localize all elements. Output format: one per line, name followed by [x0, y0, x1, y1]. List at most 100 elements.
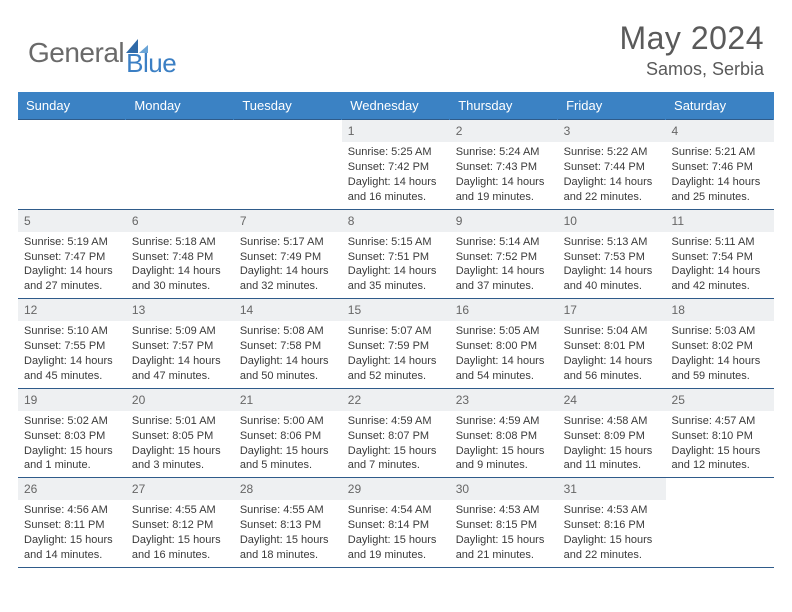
daylight-text: Daylight: 14 hours and 19 minutes. [456, 175, 552, 205]
daylight-text: Daylight: 15 hours and 11 minutes. [564, 444, 660, 474]
day-cell: 28Sunrise: 4:55 AMSunset: 8:13 PMDayligh… [234, 478, 342, 568]
daylight-text: Daylight: 14 hours and 25 minutes. [672, 175, 768, 205]
day-number: 10 [558, 210, 666, 232]
day-cell: 13Sunrise: 5:09 AMSunset: 7:57 PMDayligh… [126, 299, 234, 389]
sunset-text: Sunset: 7:54 PM [672, 250, 768, 265]
daylight-text: Daylight: 15 hours and 12 minutes. [672, 444, 768, 474]
day-body: Sunrise: 5:11 AMSunset: 7:54 PMDaylight:… [666, 232, 774, 298]
dow-row: Sunday Monday Tuesday Wednesday Thursday… [18, 92, 774, 120]
sunrise-text: Sunrise: 5:19 AM [24, 235, 120, 250]
sunrise-text: Sunrise: 5:21 AM [672, 145, 768, 160]
sunset-text: Sunset: 7:49 PM [240, 250, 336, 265]
sunset-text: Sunset: 8:15 PM [456, 518, 552, 533]
week-row: 1Sunrise: 5:25 AMSunset: 7:42 PMDaylight… [18, 120, 774, 210]
day-body: Sunrise: 4:54 AMSunset: 8:14 PMDaylight:… [342, 500, 450, 566]
day-number: 30 [450, 478, 558, 500]
day-cell: 5Sunrise: 5:19 AMSunset: 7:47 PMDaylight… [18, 209, 126, 299]
sunset-text: Sunset: 8:13 PM [240, 518, 336, 533]
month-year: May 2024 [619, 20, 764, 57]
day-cell: 3Sunrise: 5:22 AMSunset: 7:44 PMDaylight… [558, 120, 666, 210]
day-number: 27 [126, 478, 234, 500]
header: General Blue May 2024 Samos, Serbia [0, 0, 792, 88]
dow-fri: Friday [558, 92, 666, 120]
day-number: 15 [342, 299, 450, 321]
sunset-text: Sunset: 7:51 PM [348, 250, 444, 265]
sunrise-text: Sunrise: 5:14 AM [456, 235, 552, 250]
sunrise-text: Sunrise: 4:55 AM [240, 503, 336, 518]
sunrise-text: Sunrise: 5:13 AM [564, 235, 660, 250]
dow-sat: Saturday [666, 92, 774, 120]
sunset-text: Sunset: 8:16 PM [564, 518, 660, 533]
day-body: Sunrise: 5:18 AMSunset: 7:48 PMDaylight:… [126, 232, 234, 298]
day-cell: 21Sunrise: 5:00 AMSunset: 8:06 PMDayligh… [234, 388, 342, 478]
day-number: 14 [234, 299, 342, 321]
day-body: Sunrise: 5:03 AMSunset: 8:02 PMDaylight:… [666, 321, 774, 387]
day-cell: 26Sunrise: 4:56 AMSunset: 8:11 PMDayligh… [18, 478, 126, 568]
day-number: 5 [18, 210, 126, 232]
day-body: Sunrise: 5:09 AMSunset: 7:57 PMDaylight:… [126, 321, 234, 387]
day-body: Sunrise: 4:57 AMSunset: 8:10 PMDaylight:… [666, 411, 774, 477]
sunset-text: Sunset: 8:00 PM [456, 339, 552, 354]
day-body: Sunrise: 5:05 AMSunset: 8:00 PMDaylight:… [450, 321, 558, 387]
sunrise-text: Sunrise: 4:59 AM [456, 414, 552, 429]
sunrise-text: Sunrise: 4:53 AM [456, 503, 552, 518]
daylight-text: Daylight: 14 hours and 35 minutes. [348, 264, 444, 294]
sunset-text: Sunset: 7:55 PM [24, 339, 120, 354]
day-body: Sunrise: 4:53 AMSunset: 8:16 PMDaylight:… [558, 500, 666, 566]
day-body: Sunrise: 5:25 AMSunset: 7:42 PMDaylight:… [342, 142, 450, 208]
day-number: 21 [234, 389, 342, 411]
daylight-text: Daylight: 15 hours and 16 minutes. [132, 533, 228, 563]
sunrise-text: Sunrise: 5:04 AM [564, 324, 660, 339]
day-body: Sunrise: 4:53 AMSunset: 8:15 PMDaylight:… [450, 500, 558, 566]
sunrise-text: Sunrise: 5:25 AM [348, 145, 444, 160]
daylight-text: Daylight: 15 hours and 21 minutes. [456, 533, 552, 563]
day-cell: 6Sunrise: 5:18 AMSunset: 7:48 PMDaylight… [126, 209, 234, 299]
sunrise-text: Sunrise: 5:01 AM [132, 414, 228, 429]
day-number: 24 [558, 389, 666, 411]
day-cell: 30Sunrise: 4:53 AMSunset: 8:15 PMDayligh… [450, 478, 558, 568]
day-cell: 12Sunrise: 5:10 AMSunset: 7:55 PMDayligh… [18, 299, 126, 389]
day-cell: 11Sunrise: 5:11 AMSunset: 7:54 PMDayligh… [666, 209, 774, 299]
day-number: 22 [342, 389, 450, 411]
day-cell: 17Sunrise: 5:04 AMSunset: 8:01 PMDayligh… [558, 299, 666, 389]
day-number: 25 [666, 389, 774, 411]
daylight-text: Daylight: 14 hours and 42 minutes. [672, 264, 768, 294]
sunrise-text: Sunrise: 5:05 AM [456, 324, 552, 339]
day-cell: 22Sunrise: 4:59 AMSunset: 8:07 PMDayligh… [342, 388, 450, 478]
day-body: Sunrise: 5:19 AMSunset: 7:47 PMDaylight:… [18, 232, 126, 298]
sunset-text: Sunset: 8:02 PM [672, 339, 768, 354]
daylight-text: Daylight: 15 hours and 19 minutes. [348, 533, 444, 563]
day-number: 1 [342, 120, 450, 142]
sunrise-text: Sunrise: 5:08 AM [240, 324, 336, 339]
sunset-text: Sunset: 7:47 PM [24, 250, 120, 265]
sunset-text: Sunset: 7:58 PM [240, 339, 336, 354]
day-number: 4 [666, 120, 774, 142]
day-body: Sunrise: 5:08 AMSunset: 7:58 PMDaylight:… [234, 321, 342, 387]
sunrise-text: Sunrise: 5:24 AM [456, 145, 552, 160]
day-body: Sunrise: 5:00 AMSunset: 8:06 PMDaylight:… [234, 411, 342, 477]
sunset-text: Sunset: 7:53 PM [564, 250, 660, 265]
day-number: 2 [450, 120, 558, 142]
day-body: Sunrise: 5:21 AMSunset: 7:46 PMDaylight:… [666, 142, 774, 208]
daylight-text: Daylight: 14 hours and 50 minutes. [240, 354, 336, 384]
day-body: Sunrise: 5:04 AMSunset: 8:01 PMDaylight:… [558, 321, 666, 387]
day-body: Sunrise: 4:59 AMSunset: 8:08 PMDaylight:… [450, 411, 558, 477]
daylight-text: Daylight: 14 hours and 54 minutes. [456, 354, 552, 384]
daylight-text: Daylight: 15 hours and 3 minutes. [132, 444, 228, 474]
location: Samos, Serbia [619, 59, 764, 80]
sunset-text: Sunset: 8:06 PM [240, 429, 336, 444]
sunrise-text: Sunrise: 4:57 AM [672, 414, 768, 429]
day-body: Sunrise: 4:56 AMSunset: 8:11 PMDaylight:… [18, 500, 126, 566]
sunset-text: Sunset: 8:03 PM [24, 429, 120, 444]
day-cell: 24 Sunrise: 4:58 AMSunset: 8:09 PMDayligh… [558, 388, 666, 478]
sunrise-text: Sunrise: 4:56 AM [24, 503, 120, 518]
sunrise-text: Sunrise: 4:58 AM [564, 414, 660, 429]
brand-logo: General Blue [28, 26, 176, 79]
sunset-text: Sunset: 7:57 PM [132, 339, 228, 354]
sunset-text: Sunset: 8:09 PM [564, 429, 660, 444]
day-cell: 2Sunrise: 5:24 AMSunset: 7:43 PMDaylight… [450, 120, 558, 210]
daylight-text: Daylight: 15 hours and 1 minute. [24, 444, 120, 474]
sunrise-text: Sunrise: 4:53 AM [564, 503, 660, 518]
dow-thu: Thursday [450, 92, 558, 120]
day-number: 23 [450, 389, 558, 411]
